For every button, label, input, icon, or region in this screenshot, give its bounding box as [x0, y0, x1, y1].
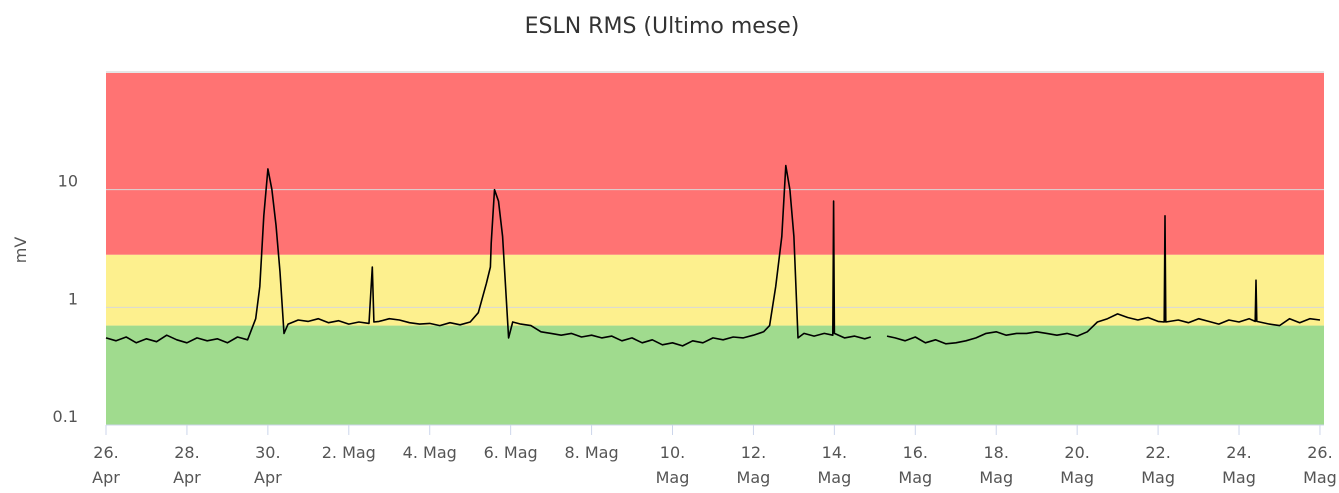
x-tick-label: 28. Apr [173, 443, 201, 487]
x-tick-label: 6. Mag [484, 443, 538, 462]
x-tick-label: 2. Mag [322, 443, 376, 462]
chart-title: ESLN RMS (Ultimo mese) [525, 14, 800, 39]
x-tick-label: 22. Mag [1141, 443, 1175, 487]
y-axis-label: mV [11, 237, 30, 264]
y-tick-label: 10 [58, 172, 78, 191]
y-tick-label: 0.1 [53, 407, 78, 426]
x-tick-label: 24. Mag [1222, 443, 1256, 487]
y-tick-label: 1 [68, 289, 78, 308]
x-tick-label: 26. Apr [92, 443, 120, 487]
plot-band [106, 325, 1324, 425]
data-line [105, 164, 1321, 347]
x-tick-label: 20. Mag [1060, 443, 1094, 487]
x-tick-label: 26. Mag [1303, 443, 1337, 487]
x-tick-label: 18. Mag [979, 443, 1013, 487]
x-tick-label: 8. Mag [565, 443, 619, 462]
x-tick-label: 4. Mag [403, 443, 457, 462]
x-tick-label: 30. Apr [254, 443, 282, 487]
x-tick-label: 14. Mag [817, 443, 851, 487]
x-tick-label: 16. Mag [898, 443, 932, 487]
x-tick-label: 12. Mag [737, 443, 771, 487]
x-tick-label: 10. Mag [656, 443, 690, 487]
plot-band [106, 72, 1324, 255]
plot-band [106, 254, 1324, 326]
